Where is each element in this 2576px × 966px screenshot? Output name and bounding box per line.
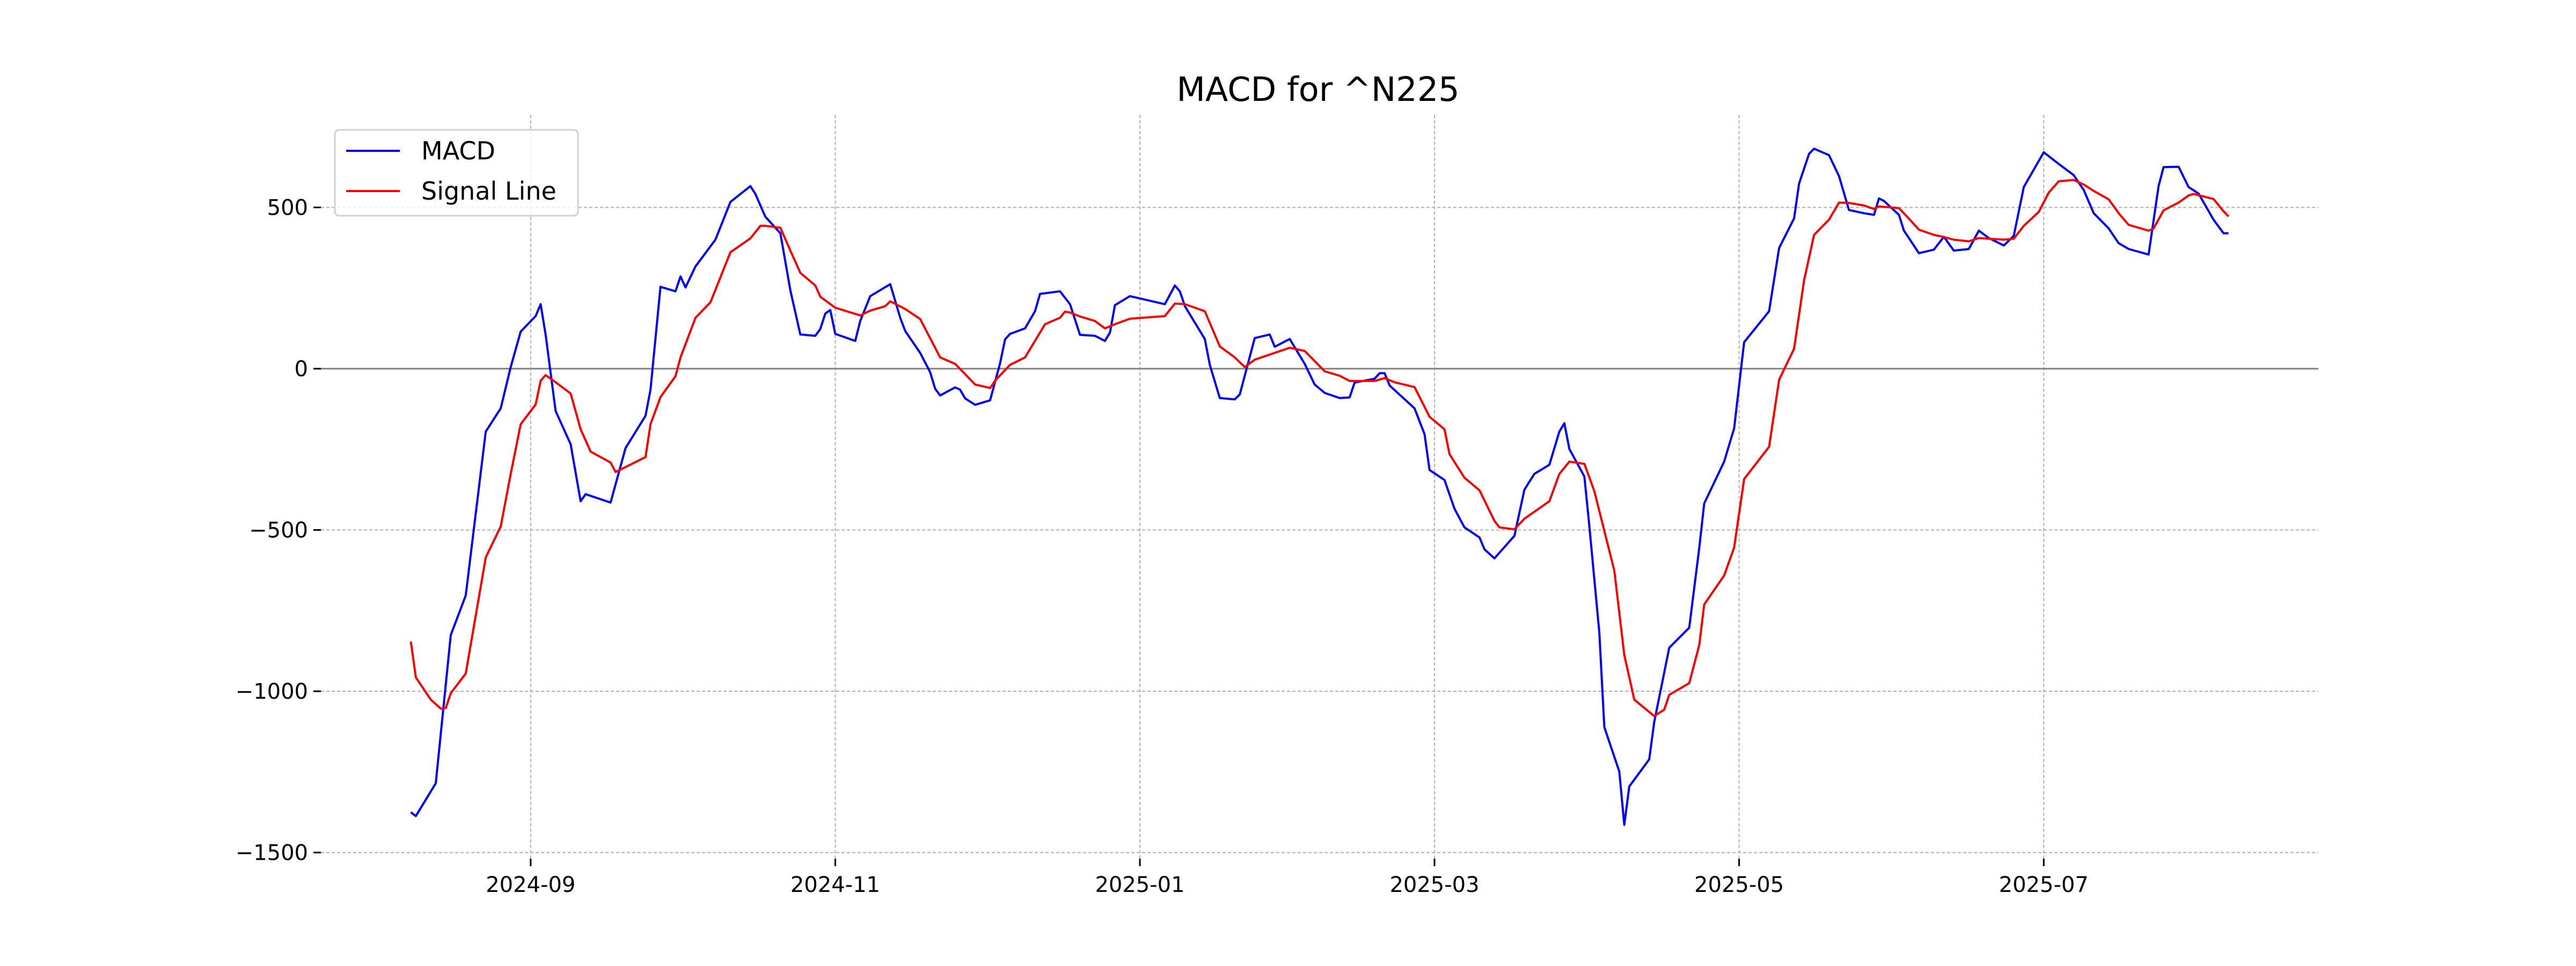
series-line-signal [409,179,2229,718]
x-tick-label: 2025-03 [1389,873,1479,897]
legend-label-macd: MACD [421,136,495,165]
y-tick-label: −1000 [236,679,308,704]
series-lines [409,148,2229,826]
x-tick-label: 2025-07 [1999,873,2089,897]
chart-title: MACD for ^N225 [1176,70,1459,109]
x-tick-label: 2025-05 [1694,873,1784,897]
x-tick-label: 2025-01 [1095,873,1184,897]
y-tick-label: 0 [295,357,308,382]
x-tick-label: 2024-09 [486,873,575,897]
legend-label-signal: Signal Line [421,177,557,206]
y-tick-label: 500 [267,195,308,220]
x-tick-label: 2024-11 [791,873,880,897]
y-tick-label: −500 [249,518,308,543]
axis-ticks: 2024-09 2024-11 2025-01 2025-03 2025-05 2025-… [236,195,2089,897]
series-line-macd [410,148,2229,826]
y-tick-label: −1500 [236,841,308,866]
legend: MACD Signal Line [334,129,579,217]
